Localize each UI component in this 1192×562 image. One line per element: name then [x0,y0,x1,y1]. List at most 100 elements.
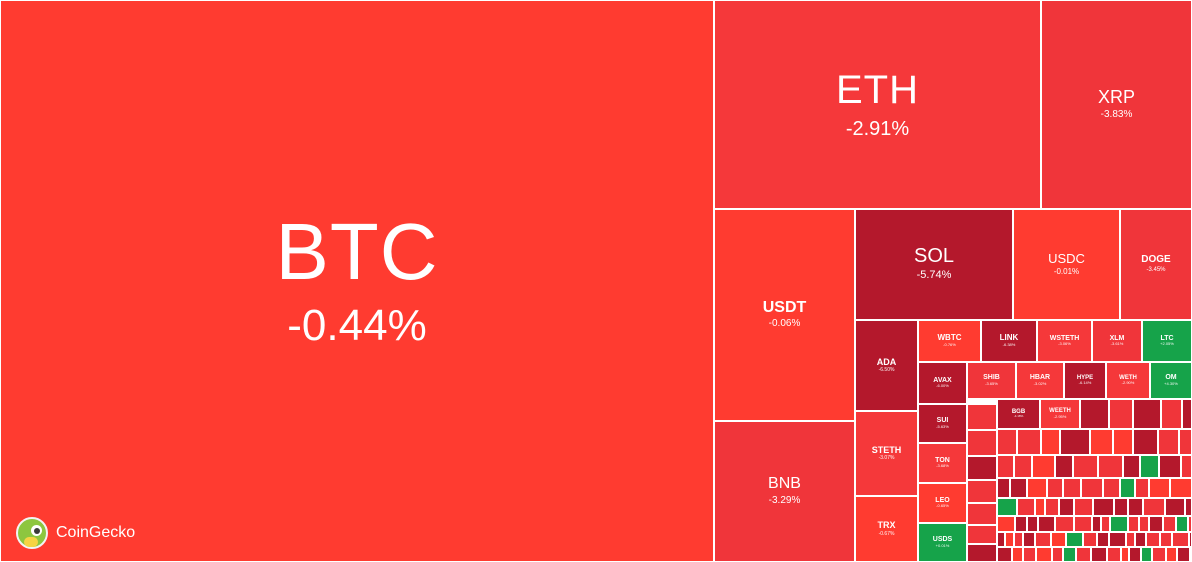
heatmap-tile-minor[interactable] [1185,498,1192,516]
heatmap-tile-wsteth[interactable]: WSTETH -3.06% [1037,320,1092,362]
heatmap-tile-minor[interactable] [1090,429,1113,455]
heatmap-tile-minor[interactable] [1066,532,1083,547]
heatmap-tile-minor[interactable] [1080,399,1109,429]
heatmap-tile-minor[interactable] [1092,516,1101,532]
heatmap-tile-minor[interactable] [1107,547,1121,562]
heatmap-tile-minor[interactable] [1113,429,1133,455]
heatmap-tile-minor[interactable] [967,480,997,503]
heatmap-tile-minor[interactable] [1097,532,1109,547]
heatmap-tile-leo[interactable]: LEO -0.65% [918,483,967,523]
heatmap-tile-minor[interactable] [1014,532,1023,547]
heatmap-tile-minor[interactable] [967,430,997,456]
heatmap-tile-minor[interactable] [1005,532,1014,547]
heatmap-tile-minor[interactable] [1109,399,1133,429]
heatmap-tile-minor[interactable] [1176,516,1188,532]
heatmap-tile-link[interactable]: LINK -6.38% [981,320,1037,362]
heatmap-tile-minor[interactable] [1063,478,1081,498]
heatmap-tile-minor[interactable] [1041,429,1060,455]
heatmap-tile-ton[interactable]: TON -3.68% [918,443,967,483]
heatmap-tile-minor[interactable] [997,516,1015,532]
heatmap-tile-minor[interactable] [1126,532,1135,547]
heatmap-tile-minor[interactable] [1035,532,1051,547]
heatmap-tile-hype[interactable]: HYPE -6.14% [1064,362,1106,399]
heatmap-tile-minor[interactable] [1091,547,1107,562]
heatmap-tile-minor[interactable] [1170,478,1192,498]
heatmap-tile-minor[interactable] [1035,498,1045,516]
heatmap-tile-minor[interactable] [1051,532,1066,547]
heatmap-tile-minor[interactable] [1121,547,1129,562]
heatmap-tile-minor[interactable] [1110,516,1128,532]
heatmap-tile-xrp[interactable]: XRP -3.83% [1041,0,1192,209]
heatmap-tile-minor[interactable] [1038,516,1055,532]
heatmap-tile-minor[interactable] [967,525,997,544]
heatmap-tile-minor[interactable] [1076,547,1091,562]
heatmap-tile-minor[interactable] [1103,478,1120,498]
heatmap-tile-minor[interactable] [997,547,1012,562]
heatmap-tile-weth[interactable]: WETH -2.90% [1106,362,1150,399]
heatmap-tile-om[interactable]: OM +4.30% [1150,362,1192,399]
heatmap-tile-minor[interactable] [1101,516,1110,532]
heatmap-tile-xlm[interactable]: XLM -3.61% [1092,320,1142,362]
heatmap-tile-minor[interactable] [1014,455,1032,478]
heatmap-tile-weeth[interactable]: WEETH -2.95% [1040,399,1080,429]
heatmap-tile-minor[interactable] [1052,547,1063,562]
heatmap-tile-minor[interactable] [1036,547,1052,562]
heatmap-tile-usdc[interactable]: USDC -0.01% [1013,209,1120,320]
heatmap-tile-minor[interactable] [1163,516,1176,532]
heatmap-tile-bgb[interactable]: BGB -4.18% [997,399,1040,429]
heatmap-tile-minor[interactable] [1120,478,1135,498]
heatmap-tile-ada[interactable]: ADA -6.50% [855,320,918,411]
heatmap-tile-minor[interactable] [1152,547,1166,562]
heatmap-tile-minor[interactable] [1055,516,1074,532]
heatmap-tile-minor[interactable] [1165,498,1185,516]
heatmap-tile-minor[interactable] [1133,429,1158,455]
heatmap-tile-usdt[interactable]: USDT -0.06% [714,209,855,421]
heatmap-tile-minor[interactable] [1059,498,1074,516]
heatmap-tile-minor[interactable] [1135,532,1146,547]
heatmap-tile-doge[interactable]: DOGE -3.45% [1120,209,1192,320]
heatmap-tile-ltc[interactable]: LTC +2.05% [1142,320,1192,362]
heatmap-tile-minor[interactable] [1160,532,1172,547]
heatmap-tile-minor[interactable] [1149,516,1163,532]
heatmap-tile-minor[interactable] [1166,547,1177,562]
heatmap-tile-minor[interactable] [1093,498,1114,516]
heatmap-tile-minor[interactable] [1017,429,1041,455]
heatmap-tile-minor[interactable] [1047,478,1063,498]
heatmap-tile-minor[interactable] [1143,498,1165,516]
heatmap-tile-steth[interactable]: STETH -3.07% [855,411,918,496]
heatmap-tile-sol[interactable]: SOL -5.74% [855,209,1013,320]
heatmap-tile-minor[interactable] [1181,455,1192,478]
heatmap-tile-minor[interactable] [1128,498,1143,516]
heatmap-tile-shib[interactable]: SHIB -3.65% [967,362,1016,399]
heatmap-tile-minor[interactable] [1179,429,1192,455]
heatmap-tile-minor[interactable] [1012,547,1023,562]
heatmap-tile-minor[interactable] [1128,516,1139,532]
heatmap-tile-minor[interactable] [1023,532,1035,547]
heatmap-tile-minor[interactable] [1141,547,1152,562]
heatmap-tile-minor[interactable] [1027,478,1047,498]
heatmap-tile-minor[interactable] [1133,399,1161,429]
heatmap-tile-avax[interactable]: AVAX -6.00% [918,362,967,404]
heatmap-tile-minor[interactable] [997,532,1005,547]
heatmap-tile-minor[interactable] [997,455,1014,478]
heatmap-tile-minor[interactable] [1158,429,1179,455]
heatmap-tile-minor[interactable] [1149,478,1170,498]
heatmap-tile-trx[interactable]: TRX -0.67% [855,496,918,562]
heatmap-tile-minor[interactable] [997,429,1017,455]
heatmap-tile-minor[interactable] [1045,498,1059,516]
heatmap-tile-minor[interactable] [1015,516,1027,532]
heatmap-tile-minor[interactable] [1055,455,1073,478]
heatmap-tile-minor[interactable] [997,478,1010,498]
heatmap-tile-minor[interactable] [1023,547,1036,562]
heatmap-tile-eth[interactable]: ETH -2.91% [714,0,1041,209]
heatmap-tile-minor[interactable] [1027,516,1038,532]
heatmap-tile-minor[interactable] [1063,547,1076,562]
heatmap-tile-minor[interactable] [1140,455,1159,478]
heatmap-tile-minor[interactable] [1074,516,1092,532]
heatmap-tile-minor[interactable] [1159,455,1181,478]
heatmap-tile-minor[interactable] [967,544,997,562]
heatmap-tile-sui[interactable]: SUI -5.63% [918,404,967,443]
heatmap-tile-minor[interactable] [967,503,997,525]
heatmap-tile-minor[interactable] [967,456,997,480]
heatmap-tile-minor[interactable] [1073,455,1098,478]
